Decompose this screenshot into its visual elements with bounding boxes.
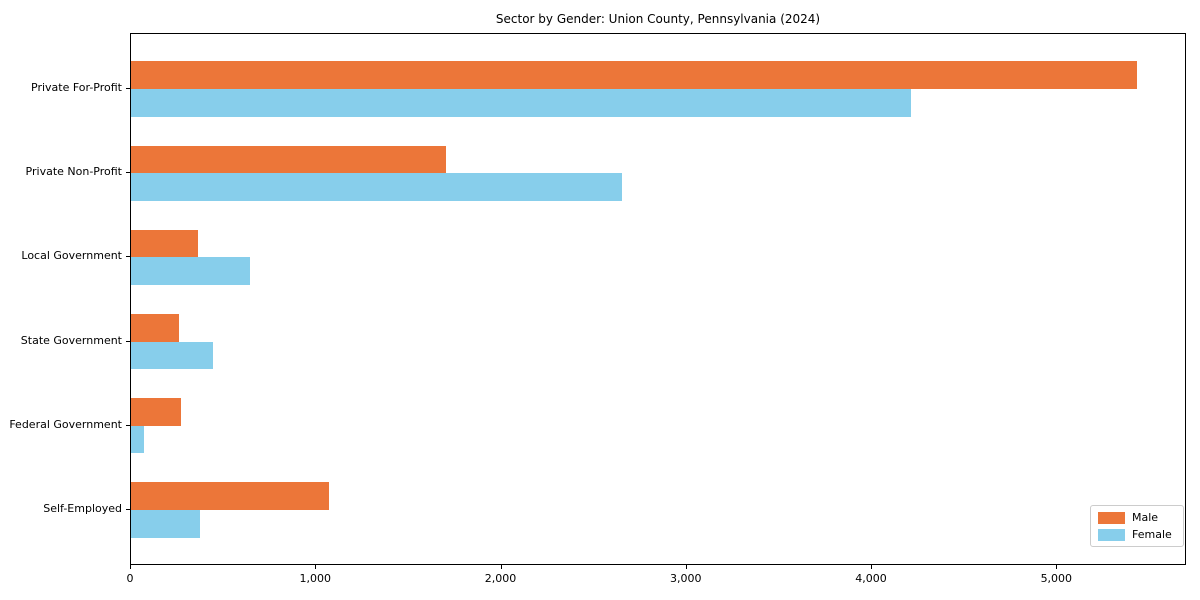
y-axis-label-federal-government: Federal Government [9, 417, 122, 431]
bar-female-federal-government [131, 425, 144, 454]
x-tick-label-3000: 3,000 [670, 572, 702, 585]
bar-male-private-for-profit [131, 61, 1137, 89]
y-tick-mark [126, 88, 130, 89]
x-tick-label-1000: 1,000 [299, 572, 332, 585]
y-tick-mark [126, 509, 130, 510]
legend-label-female: Female [1132, 528, 1172, 541]
male-swatch-icon [1098, 511, 1125, 524]
x-tick-label-0: 0 [126, 572, 134, 585]
x-tick-label-2000: 2,000 [484, 572, 517, 585]
x-tick-mark [130, 565, 131, 569]
x-tick-label-5000: 5,000 [1040, 572, 1073, 585]
y-axis-label-private-for-profit: Private For-Profit [31, 81, 122, 94]
female-swatch-icon [1098, 528, 1125, 541]
bar-male-private-non-profit [131, 145, 446, 174]
x-tick-mark [871, 565, 873, 569]
legend-entry-male: Male [1098, 511, 1175, 524]
x-tick-mark [685, 565, 687, 569]
bar-male-federal-government [131, 398, 182, 426]
legend: Male Female [1090, 505, 1184, 547]
x-tick-mark [500, 565, 502, 569]
y-axis-label-state-government: State Government [20, 333, 122, 347]
x-tick-mark [315, 565, 317, 569]
y-axis-label-private-non-profit: Private Non-Profit [25, 165, 122, 179]
bar-male-self-employed [131, 482, 330, 510]
y-tick-mark [126, 424, 130, 426]
bar-male-local-government [131, 229, 198, 258]
bar-female-self-employed [131, 510, 200, 538]
y-axis-label-local-government: Local Government [21, 249, 122, 263]
bar-male-state-government [131, 314, 180, 342]
legend-entry-female: Female [1098, 528, 1175, 541]
y-tick-mark [126, 340, 130, 342]
bar-female-private-for-profit [131, 89, 911, 117]
bar-female-local-government [131, 257, 250, 285]
y-tick-mark [126, 256, 130, 258]
legend-label-male: Male [1132, 511, 1159, 524]
y-axis-label-self-employed: Self-Employed [43, 502, 122, 515]
plot-area [130, 33, 1186, 565]
chart-title: Sector by Gender: Union County, Pennsylv… [495, 12, 821, 26]
bar-female-state-government [131, 341, 213, 370]
x-tick-label-4000: 4,000 [855, 572, 887, 585]
y-tick-mark [126, 172, 130, 174]
bar-female-private-non-profit [131, 173, 622, 201]
x-tick-mark [1056, 565, 1058, 569]
